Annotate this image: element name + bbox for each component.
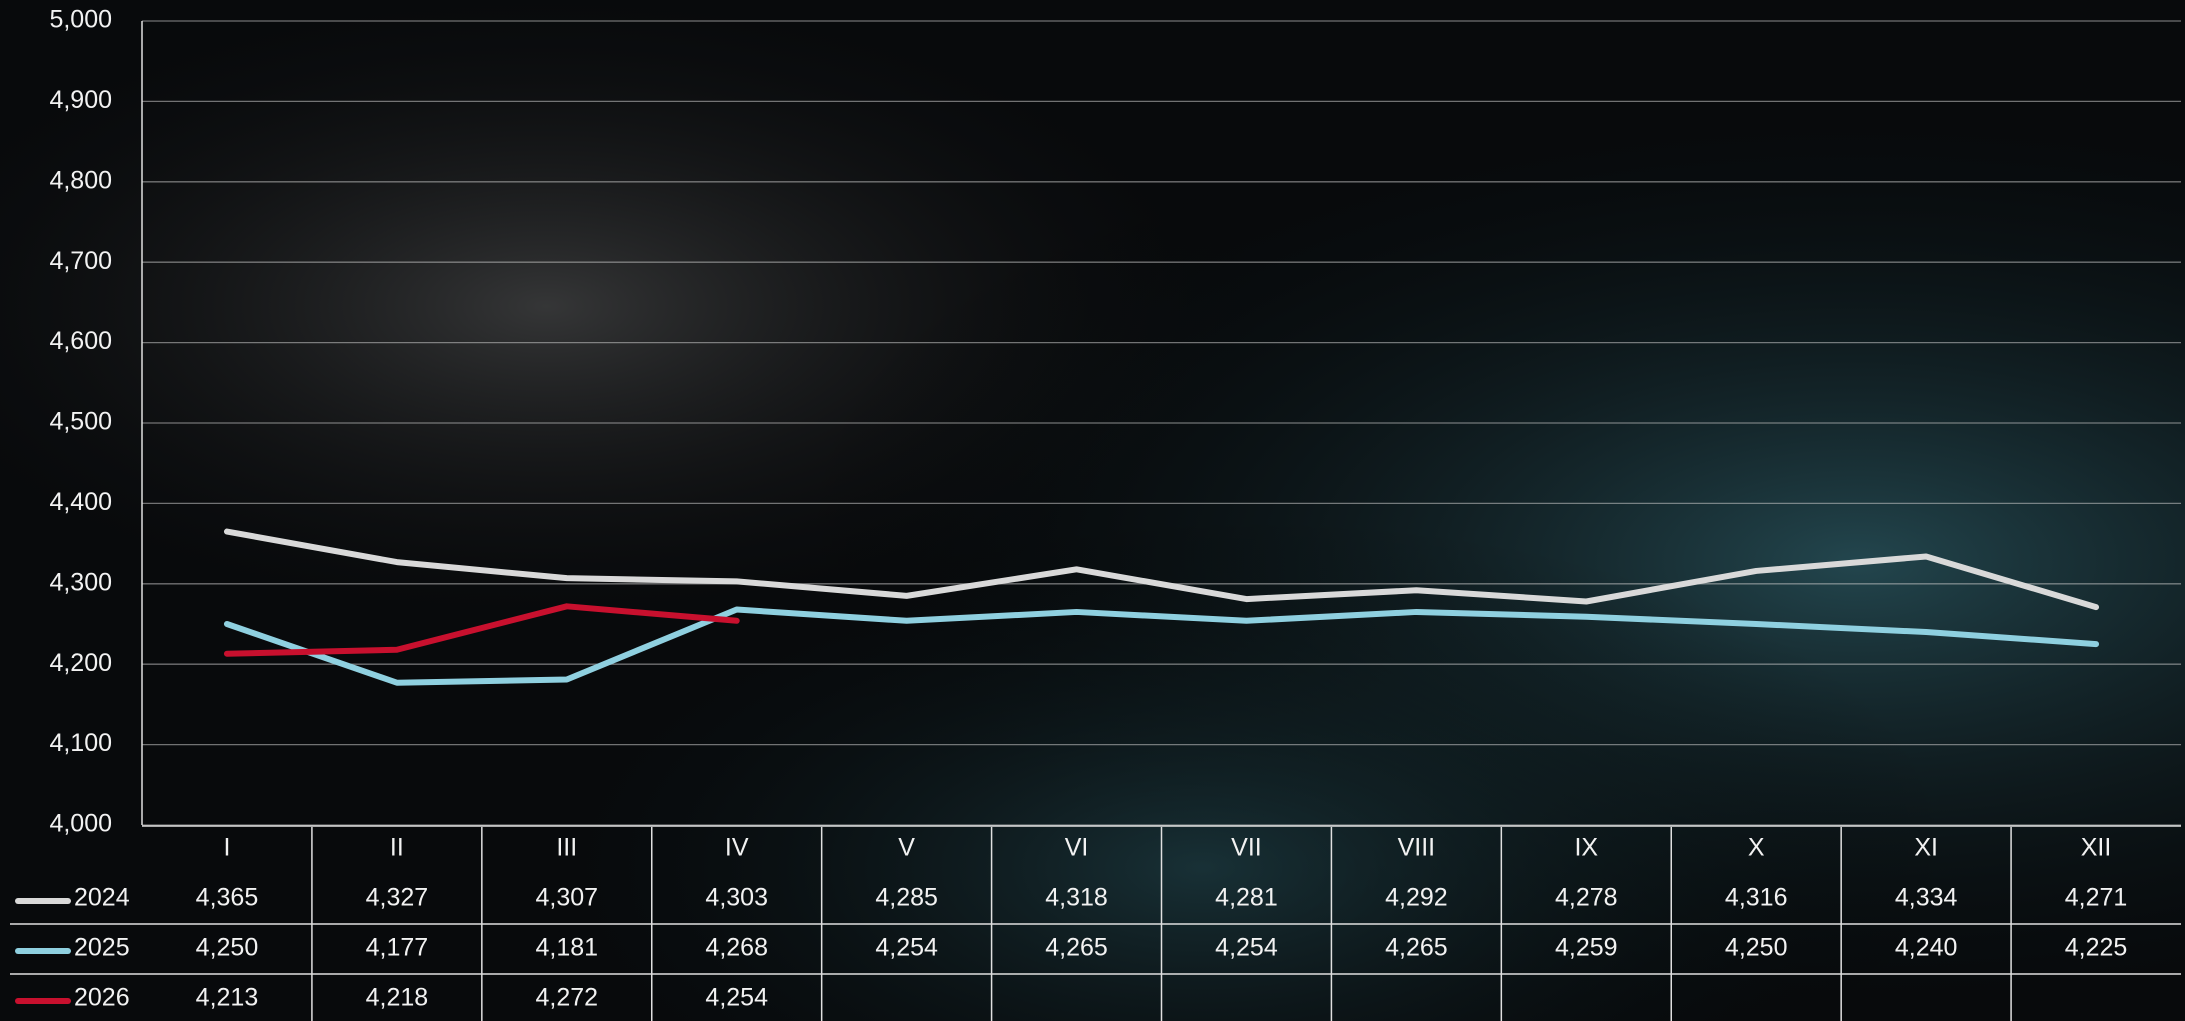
y-tick-label: 4,100	[49, 729, 112, 757]
x-tick-label: V	[898, 834, 915, 862]
y-tick-label: 4,300	[49, 568, 112, 596]
y-tick-label: 4,400	[49, 488, 112, 516]
table-value: 4,225	[2065, 934, 2128, 962]
table-value: 4,181	[536, 934, 599, 962]
x-tick-label: XII	[2081, 834, 2112, 862]
table-value: 4,254	[705, 984, 768, 1012]
table-value: 4,334	[1895, 884, 1958, 912]
table-value: 4,268	[705, 934, 768, 962]
table-value: 4,254	[875, 934, 938, 962]
y-tick-label: 4,900	[49, 86, 112, 114]
y-tick-label: 4,700	[49, 247, 112, 275]
x-tick-label: III	[556, 834, 577, 862]
table-value: 4,218	[366, 984, 429, 1012]
y-tick-label: 4,200	[49, 649, 112, 677]
table-value: 4,316	[1725, 884, 1788, 912]
y-tick-label: 4,500	[49, 408, 112, 436]
x-tick-label: XI	[1914, 834, 1938, 862]
x-tick-label: VII	[1231, 834, 1262, 862]
table-value: 4,285	[875, 884, 938, 912]
x-tick-label: IV	[725, 834, 749, 862]
table-value: 4,303	[705, 884, 768, 912]
x-tick-label: X	[1748, 834, 1765, 862]
table-value: 4,307	[536, 884, 599, 912]
table-value: 4,318	[1045, 884, 1108, 912]
series-line	[223, 603, 740, 657]
x-tick-label: I	[223, 834, 230, 862]
y-tick-label: 4,800	[49, 166, 112, 194]
legend-label: 2024	[74, 884, 130, 912]
series-line	[223, 606, 2100, 686]
legend-label: 2026	[74, 984, 130, 1012]
y-tick-label: 4,600	[49, 327, 112, 355]
table-value: 4,259	[1555, 934, 1618, 962]
y-tick-label: 4,000	[49, 810, 112, 838]
x-tick-label: VI	[1065, 834, 1089, 862]
x-tick-label: IX	[1574, 834, 1598, 862]
table-value: 4,271	[2065, 884, 2128, 912]
table-value: 4,272	[536, 984, 599, 1012]
x-tick-label: II	[390, 834, 404, 862]
table-value: 4,254	[1215, 934, 1278, 962]
table-value: 4,250	[196, 934, 259, 962]
table-value: 4,250	[1725, 934, 1788, 962]
table-value: 4,265	[1385, 934, 1448, 962]
table-value: 4,240	[1895, 934, 1958, 962]
table-value: 4,213	[196, 984, 259, 1012]
table-value: 4,281	[1215, 884, 1278, 912]
x-tick-label: VIII	[1398, 834, 1436, 862]
table-value: 4,278	[1555, 884, 1618, 912]
table-value: 4,327	[366, 884, 429, 912]
series-line	[223, 528, 2100, 611]
table-value: 4,265	[1045, 934, 1108, 962]
table-value: 4,177	[366, 934, 429, 962]
table-value: 4,365	[196, 884, 259, 912]
legend-label: 2025	[74, 934, 130, 962]
y-tick-label: 5,000	[49, 6, 112, 34]
table-value: 4,292	[1385, 884, 1448, 912]
